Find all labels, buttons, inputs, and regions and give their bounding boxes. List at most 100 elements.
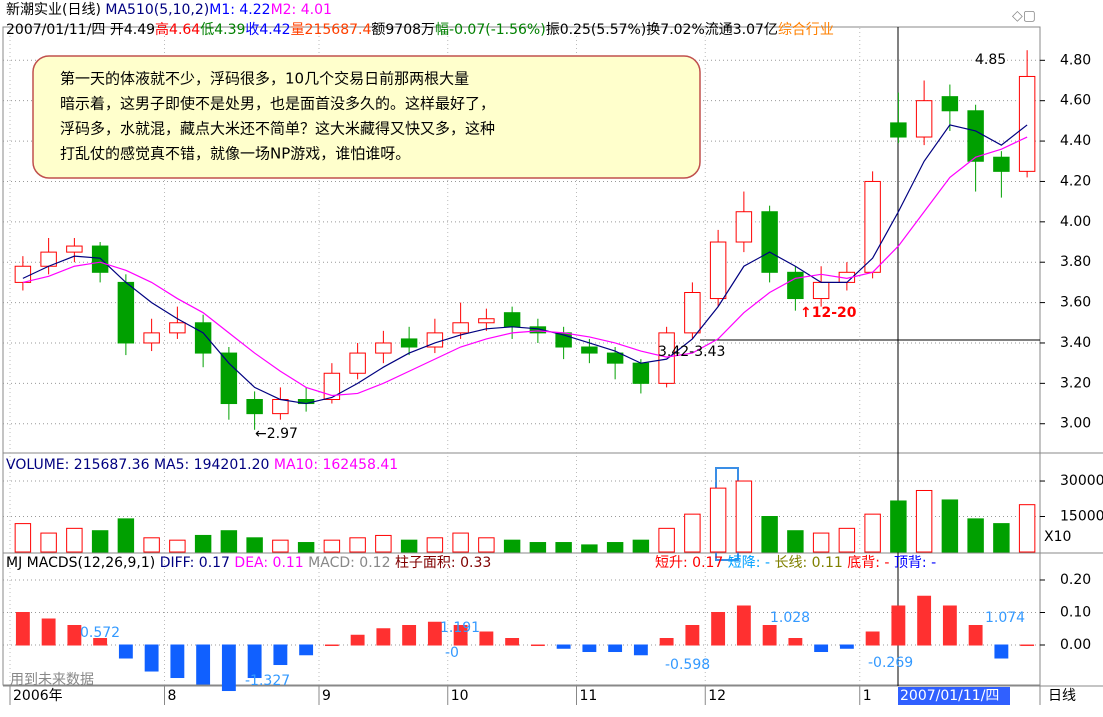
header-item: 额9708万 (371, 22, 435, 38)
legend-item: 短降: - (728, 555, 770, 571)
header-item: M1: 4.22 (209, 2, 270, 18)
header-item: 低4.39 (200, 22, 245, 38)
y-tick-label: 0.10 (1060, 604, 1091, 620)
x-tick-label: 1 (863, 688, 872, 704)
annotation: 0.572 (80, 625, 120, 641)
bar (375, 534, 392, 553)
y-tick-label: 3.00 (1060, 416, 1091, 432)
candle-body (349, 352, 366, 374)
annotation: -0 (445, 645, 459, 661)
candle-body (14, 265, 32, 283)
candle-body (91, 245, 109, 273)
bar (117, 518, 135, 553)
bar (555, 542, 572, 553)
bar (891, 605, 906, 646)
bar (14, 523, 32, 553)
candle-body (220, 352, 238, 405)
bar (143, 537, 160, 553)
annotation: ↑12-20 (800, 305, 857, 321)
header-line: 新潮实业(日线) MA510(5,10,2)M1: 4.22M2: 4.01 (6, 2, 332, 18)
bar (993, 523, 1010, 553)
ma-line (22, 136, 1028, 397)
candle-body (787, 271, 804, 300)
candle-body (478, 318, 495, 324)
bar (838, 527, 856, 553)
annotation: 4.85 (975, 52, 1006, 68)
bar (66, 527, 83, 553)
bar (479, 631, 494, 646)
bar (478, 537, 495, 553)
bar (633, 644, 648, 656)
bar (968, 625, 983, 646)
bar (529, 542, 547, 553)
bar (41, 618, 56, 646)
candle-body (375, 342, 392, 354)
header-item: 高4.64 (155, 21, 200, 38)
legend-item: 短升: 0.17 (655, 555, 723, 571)
legend-item: 底背: - (847, 555, 889, 571)
bar (581, 544, 598, 553)
annotation: 1.028 (770, 610, 810, 626)
bar (169, 539, 186, 553)
bar (273, 644, 288, 666)
header-item: 量215687.4 (291, 22, 372, 38)
legend-item: VOLUME: 215687.36 (6, 457, 150, 473)
bar (812, 532, 830, 553)
header-item: 开4.49 (110, 22, 155, 38)
bar (194, 534, 212, 553)
bar (170, 644, 185, 679)
annotation-line: 浮码多，水就混，藏点大米还不简单？这大米藏得又快又多，这种 (60, 120, 495, 138)
bar (297, 542, 315, 553)
panel-legend: VOLUME: 215687.36 MA5: 194201.20 MA10: 1… (6, 457, 398, 473)
bar (272, 539, 289, 553)
candle-body (1018, 75, 1036, 172)
annotation: 用到未来数据 (10, 672, 94, 688)
bar (762, 625, 777, 646)
legend-item: DEA: 0.11 (234, 555, 303, 571)
y-tick-label: 0.00 (1060, 637, 1091, 653)
x-tick-label: 10 (451, 688, 469, 704)
x-tick-label: 8 (168, 688, 177, 704)
bar (323, 539, 341, 553)
x-tick-label: 2006年 (13, 688, 63, 704)
bar (91, 530, 109, 553)
bar (426, 537, 444, 553)
bar (196, 644, 211, 685)
bar (247, 644, 262, 679)
bar (608, 644, 623, 653)
annotation: ←2.97 (255, 426, 298, 442)
candle-body (812, 281, 830, 300)
bar (1018, 504, 1036, 553)
bar (915, 489, 933, 553)
bar (40, 532, 57, 553)
candle-body (606, 352, 624, 364)
annotation-line: 暗示着，这男子即使不是处男，也是面首没多久的。这样最好了， (60, 95, 495, 113)
candle-body (452, 322, 469, 334)
candle-body (400, 338, 418, 348)
bar (503, 539, 521, 553)
annotation-line: 打乱仗的感觉真不错，就像一场NP游戏，谁怕谁呀。 (60, 145, 410, 163)
bar (376, 628, 391, 646)
candle-body (735, 211, 753, 243)
bar (709, 487, 727, 553)
annotation-box (32, 55, 701, 179)
bar (453, 625, 468, 646)
bar (864, 513, 881, 553)
bar (659, 638, 674, 646)
bar (658, 527, 675, 553)
bar (1020, 644, 1035, 647)
y-tick-label: 3.20 (1060, 375, 1091, 391)
candle-body (967, 110, 984, 162)
candle-body (503, 312, 521, 328)
legend-item: DIFF: 0.17 (160, 555, 230, 571)
bar (711, 611, 726, 646)
legend-item: 长线: 0.11 (774, 555, 842, 571)
legend-item: 顶背: - (894, 555, 936, 571)
candle-body (941, 96, 959, 112)
candle-body (915, 100, 933, 138)
bar (787, 530, 804, 553)
bar (735, 480, 753, 553)
annotation: 3.42-3.43 (658, 344, 725, 360)
candle-body (246, 399, 263, 415)
bar (93, 638, 108, 646)
